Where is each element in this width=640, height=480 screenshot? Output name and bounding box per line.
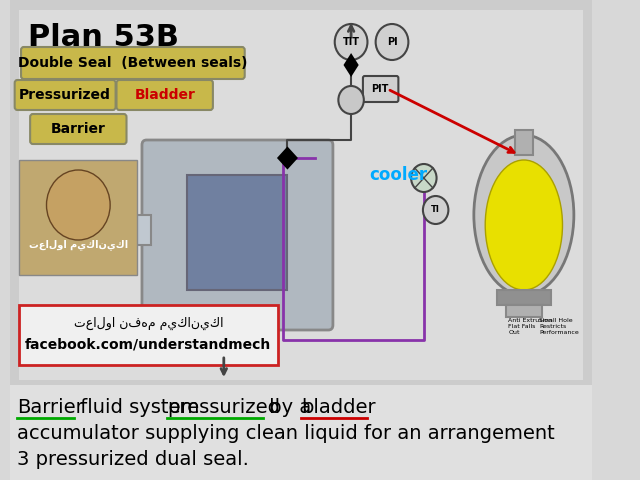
Text: cooler: cooler: [369, 166, 428, 184]
Bar: [497, 290, 551, 305]
Text: pressurized: pressurized: [168, 398, 280, 417]
Text: Barrier: Barrier: [51, 122, 106, 136]
Bar: [210, 320, 237, 365]
Bar: [19, 10, 583, 380]
Polygon shape: [278, 148, 296, 168]
Text: تعالوا ميكانيكا: تعالوا ميكانيكا: [29, 240, 128, 251]
Text: Bladder: Bladder: [134, 88, 195, 102]
Circle shape: [411, 164, 436, 192]
Text: Double Seal  (Between seals): Double Seal (Between seals): [18, 56, 248, 70]
Bar: [188, 175, 287, 290]
Text: Barrier: Barrier: [17, 398, 84, 417]
Text: bladder: bladder: [301, 398, 376, 417]
Circle shape: [335, 24, 367, 60]
Text: Small Hole
Restricts
Performance: Small Hole Restricts Performance: [540, 318, 579, 335]
Text: 3 pressurized dual seal.: 3 pressurized dual seal.: [17, 450, 249, 469]
Text: PIT: PIT: [371, 84, 389, 94]
Text: PI: PI: [387, 37, 397, 47]
Text: facebook.com/understandmech: facebook.com/understandmech: [25, 338, 271, 352]
Circle shape: [423, 196, 449, 224]
Circle shape: [47, 170, 110, 240]
Circle shape: [339, 86, 364, 114]
Bar: [10, 385, 592, 480]
FancyBboxPatch shape: [116, 80, 213, 110]
Bar: [515, 130, 533, 155]
Ellipse shape: [485, 160, 563, 290]
Bar: [10, 0, 592, 385]
FancyBboxPatch shape: [30, 114, 127, 144]
Text: تعالوا نفهم ميكانيكا: تعالوا نفهم ميكانيكا: [74, 316, 223, 330]
FancyBboxPatch shape: [363, 76, 398, 102]
Text: by a: by a: [263, 398, 317, 417]
Text: fluid system: fluid system: [74, 398, 205, 417]
Text: Anti Extrusion
Flat Falls
Out: Anti Extrusion Flat Falls Out: [508, 318, 552, 335]
Text: TI: TI: [431, 205, 440, 215]
Polygon shape: [345, 55, 358, 75]
FancyBboxPatch shape: [15, 80, 116, 110]
Text: accumulator supplying clean liquid for an arrangement: accumulator supplying clean liquid for a…: [17, 424, 555, 443]
Text: TIT: TIT: [342, 37, 360, 47]
Circle shape: [376, 24, 408, 60]
Bar: [506, 305, 542, 317]
Bar: [101, 210, 115, 250]
Text: Plan 53B: Plan 53B: [28, 24, 179, 52]
FancyBboxPatch shape: [21, 47, 244, 79]
FancyBboxPatch shape: [142, 140, 333, 330]
Text: Pressurized: Pressurized: [19, 88, 111, 102]
Bar: [19, 160, 138, 275]
Bar: [110, 215, 151, 245]
Bar: [19, 305, 278, 365]
Ellipse shape: [474, 135, 574, 295]
